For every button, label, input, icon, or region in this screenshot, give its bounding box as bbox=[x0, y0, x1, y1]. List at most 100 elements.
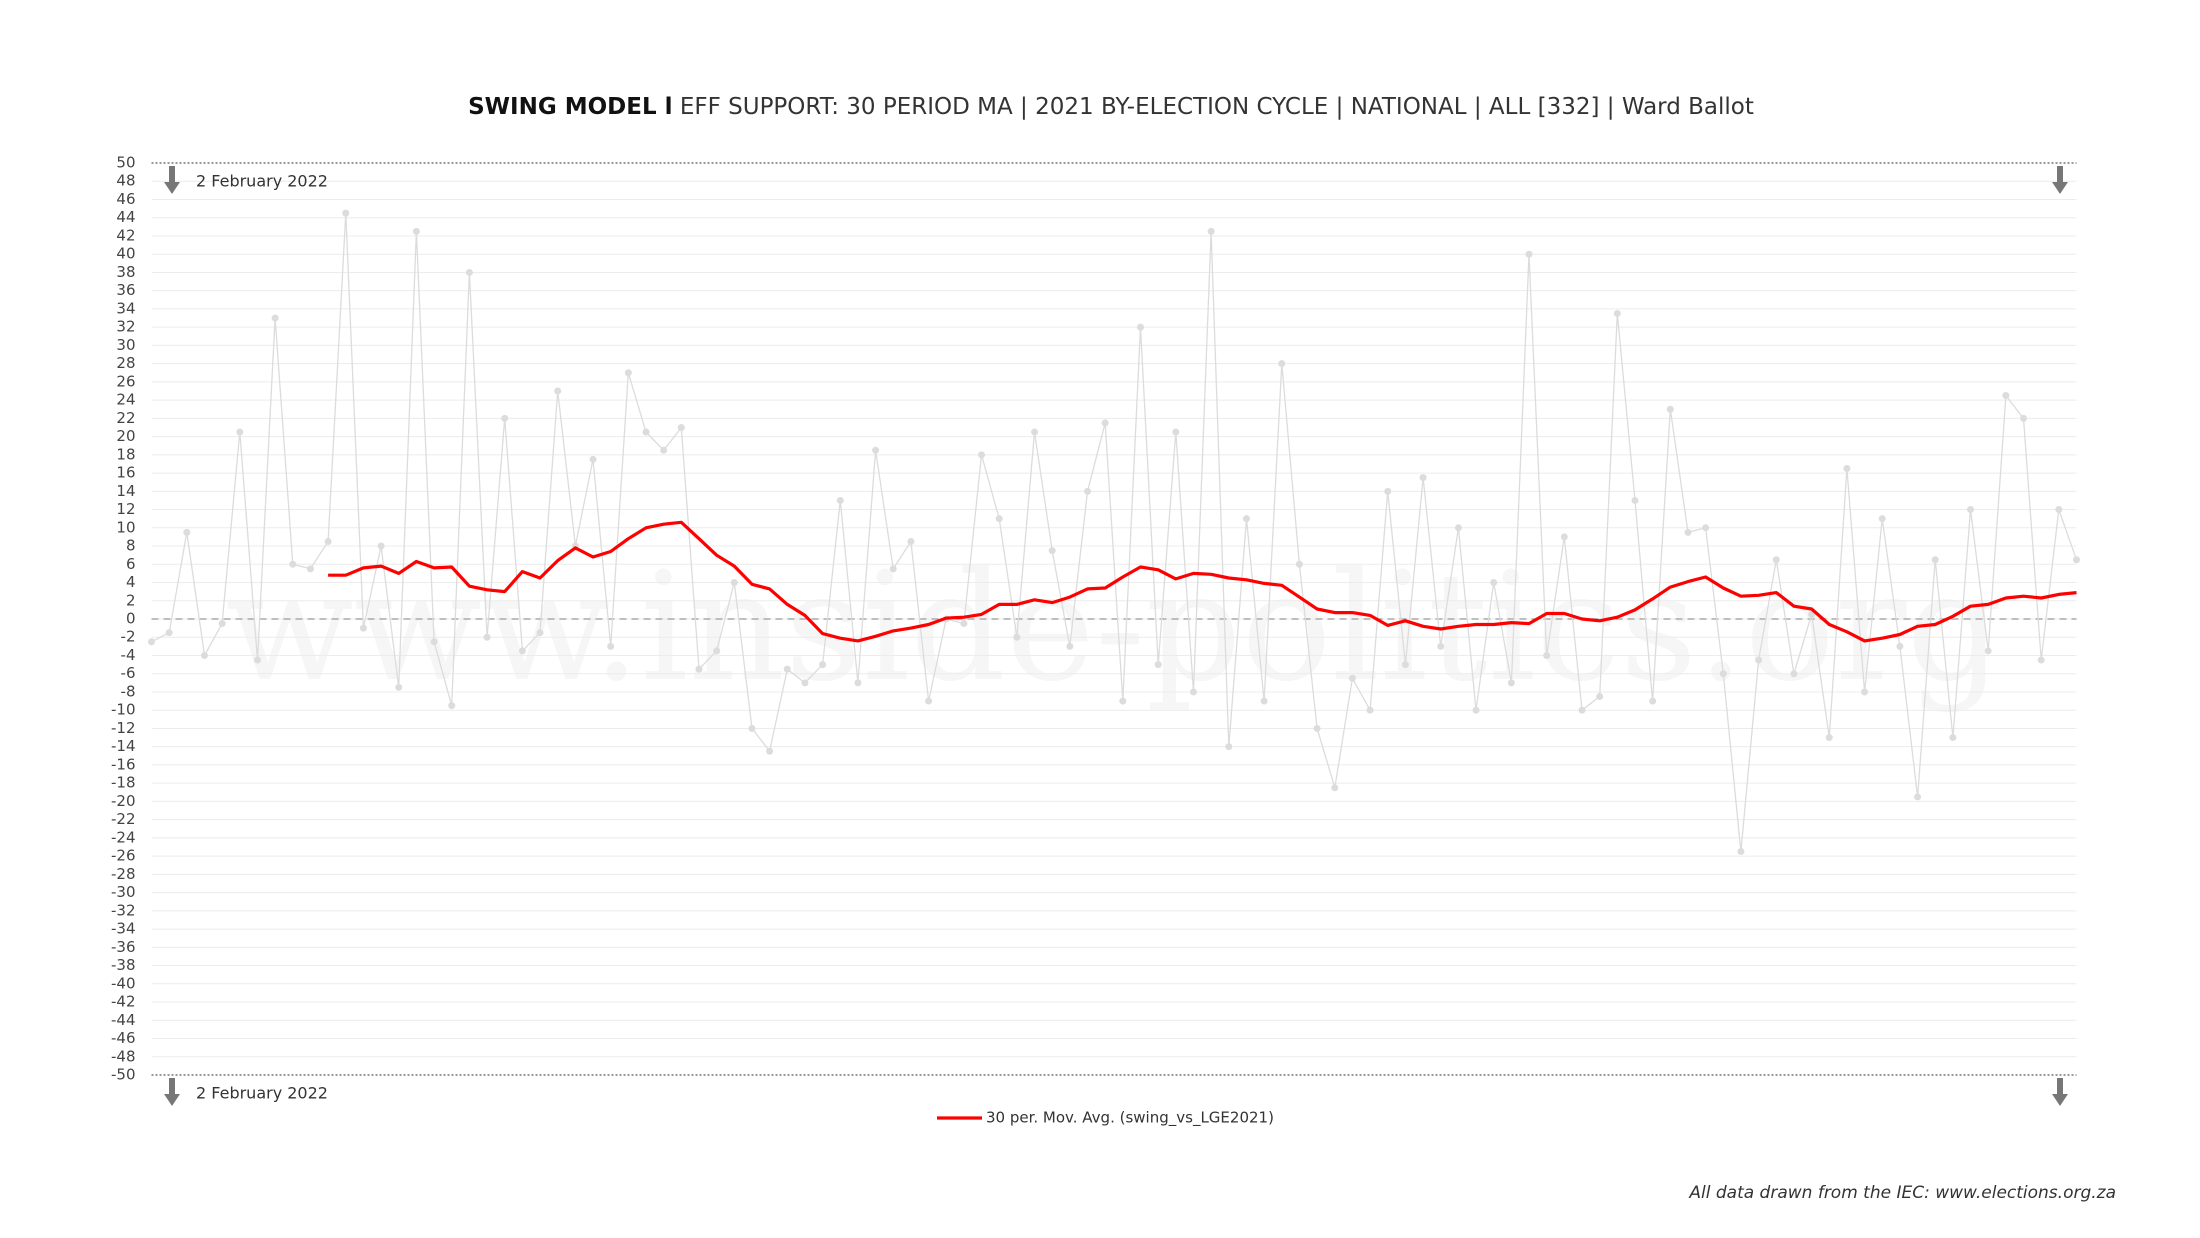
raw-swing-point bbox=[1543, 651, 1551, 659]
y-tick-label: 2 bbox=[126, 591, 136, 609]
title: SWING MODEL l bbox=[468, 94, 672, 120]
raw-swing-point bbox=[2037, 656, 2045, 664]
arrow-head bbox=[164, 182, 180, 194]
arrow-head bbox=[2052, 182, 2068, 194]
raw-swing-point bbox=[801, 679, 809, 687]
y-tick-label: -22 bbox=[111, 810, 136, 828]
raw-swing-point bbox=[1949, 734, 1957, 742]
y-tick-label: 44 bbox=[116, 208, 135, 226]
raw-swing-point bbox=[960, 620, 968, 628]
raw-swing-point bbox=[165, 629, 173, 637]
raw-swing-point bbox=[1507, 679, 1515, 687]
arrow-shaft bbox=[2057, 166, 2063, 184]
raw-swing-point bbox=[1578, 706, 1586, 714]
y-tick-label: -30 bbox=[111, 883, 136, 901]
raw-swing-point bbox=[1472, 706, 1480, 714]
raw-swing-point bbox=[2073, 556, 2080, 564]
y-tick-label: 12 bbox=[116, 500, 135, 518]
arrow-head bbox=[2052, 1094, 2068, 1106]
y-tick-label: 30 bbox=[116, 336, 135, 354]
raw-swing-point bbox=[1401, 661, 1409, 669]
y-tick-label: 26 bbox=[116, 372, 135, 390]
raw-swing-point bbox=[1136, 323, 1144, 331]
raw-swing-point bbox=[289, 560, 297, 568]
y-tick-label: -34 bbox=[111, 920, 136, 938]
y-tick-label: -8 bbox=[121, 682, 136, 700]
raw-swing-line bbox=[151, 212, 2078, 853]
raw-swing-point bbox=[1560, 533, 1568, 541]
raw-swing-point bbox=[1490, 579, 1498, 587]
y-tick-label: -12 bbox=[111, 719, 136, 737]
raw-swing-point bbox=[1260, 697, 1268, 705]
raw-swing-point bbox=[607, 642, 615, 650]
raw-swing-point bbox=[1313, 724, 1321, 732]
raw-swing-point bbox=[1914, 793, 1922, 801]
raw-swing-point bbox=[1967, 506, 1975, 514]
raw-swing-point bbox=[872, 446, 880, 454]
raw-swing-point bbox=[430, 638, 438, 646]
y-tick-label: -42 bbox=[111, 993, 136, 1011]
raw-swing-point bbox=[2055, 506, 2063, 514]
raw-swing-point bbox=[1790, 670, 1798, 678]
raw-swing-point bbox=[1631, 496, 1639, 504]
raw-swing-point bbox=[854, 679, 862, 687]
raw-swing-point bbox=[624, 369, 632, 377]
raw-swing-point bbox=[1843, 465, 1851, 473]
raw-swing-point bbox=[730, 579, 738, 587]
raw-swing-point bbox=[1119, 697, 1127, 705]
raw-swing-point bbox=[1154, 661, 1162, 669]
raw-swing-point bbox=[1172, 428, 1180, 436]
date-annotation: 2 February 2022 bbox=[196, 172, 328, 191]
y-tick-label: -18 bbox=[111, 774, 136, 792]
y-tick-label: -14 bbox=[111, 737, 136, 755]
y-tick-label: 6 bbox=[126, 555, 136, 573]
y-tick-label: -36 bbox=[111, 938, 136, 956]
raw-swing-point bbox=[200, 651, 208, 659]
raw-swing-point bbox=[660, 446, 668, 454]
y-tick-label: 46 bbox=[116, 190, 135, 208]
raw-swing-point bbox=[324, 537, 332, 545]
raw-swing-point bbox=[1825, 734, 1833, 742]
raw-swing-point bbox=[236, 428, 244, 436]
raw-swing-point bbox=[1454, 524, 1462, 532]
raw-swing-point bbox=[342, 209, 350, 217]
raw-swing-point bbox=[1896, 642, 1904, 650]
raw-swing-point bbox=[1419, 474, 1427, 482]
raw-swing-point bbox=[1808, 610, 1816, 618]
y-tick-label: 40 bbox=[116, 245, 135, 263]
arrow-shaft bbox=[169, 166, 175, 184]
y-tick-label: 32 bbox=[116, 318, 135, 336]
raw-swing-point bbox=[1225, 743, 1233, 751]
raw-swing-point bbox=[1084, 487, 1092, 495]
y-tick-label: -6 bbox=[121, 664, 136, 682]
arrow-head bbox=[164, 1094, 180, 1106]
y-tick-label: -48 bbox=[111, 1047, 136, 1065]
raw-swing-point bbox=[554, 387, 562, 395]
y-tick-label: -2 bbox=[121, 628, 136, 646]
raw-swing-point bbox=[783, 665, 791, 673]
raw-swing-point bbox=[253, 656, 261, 664]
raw-swing-point bbox=[642, 428, 650, 436]
raw-swing-point bbox=[1684, 528, 1692, 536]
y-tick-label: 38 bbox=[116, 263, 135, 281]
raw-swing-point bbox=[1931, 556, 1939, 564]
raw-swing-point bbox=[465, 268, 473, 276]
raw-swing-point bbox=[1278, 360, 1286, 368]
raw-swing-point bbox=[1031, 428, 1039, 436]
raw-swing-point bbox=[889, 565, 897, 573]
y-tick-label: 42 bbox=[116, 226, 135, 244]
raw-swing-point bbox=[748, 724, 756, 732]
raw-swing-point bbox=[695, 665, 703, 673]
y-tick-label: -16 bbox=[111, 755, 136, 773]
raw-swing-point bbox=[1613, 309, 1621, 317]
raw-swing-point bbox=[359, 624, 367, 632]
raw-swing-point bbox=[1189, 688, 1197, 696]
raw-swing-point bbox=[1984, 647, 1992, 655]
raw-swing-point bbox=[1331, 784, 1339, 792]
y-tick-label: 18 bbox=[116, 445, 135, 463]
y-tick-label: -20 bbox=[111, 792, 136, 810]
raw-swing-point bbox=[1384, 487, 1392, 495]
raw-swing-point bbox=[1295, 560, 1303, 568]
date-annotation: 2 February 2022 bbox=[196, 1084, 328, 1103]
subtitle: EFF SUPPORT: 30 PERIOD MA | 2021 BY-ELEC… bbox=[680, 94, 1754, 120]
